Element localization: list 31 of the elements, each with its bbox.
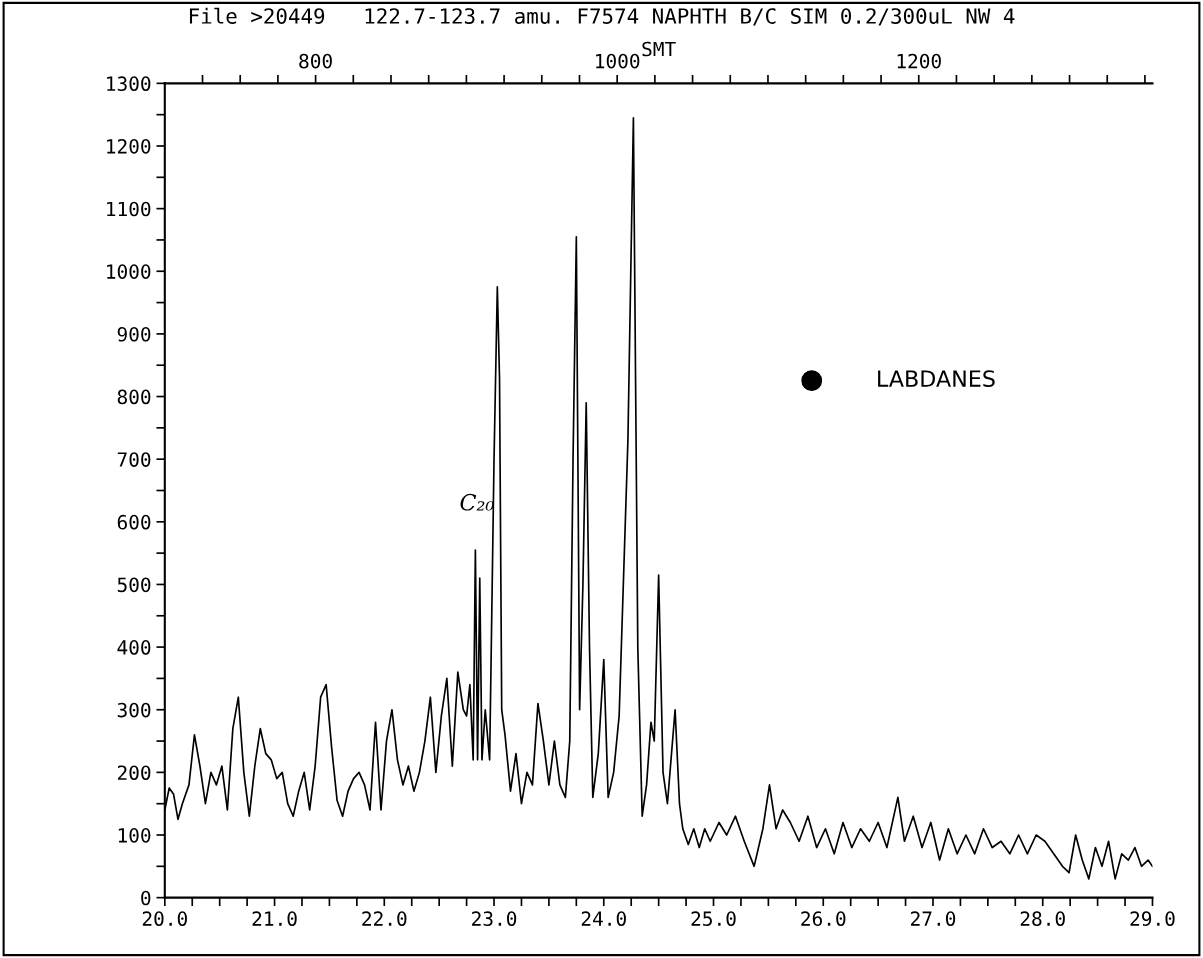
- y-tick-label: 300: [117, 702, 151, 718]
- x-tick-label: 27.0: [911, 911, 956, 926]
- x-tick-label: 20.0: [142, 911, 187, 926]
- x-tick-label: 26.0: [801, 911, 846, 926]
- y-tick-label: 0: [141, 890, 151, 906]
- y-tick-label: 800: [117, 389, 151, 405]
- y-tick-label: 600: [117, 514, 151, 530]
- annotation: C₂₀: [460, 493, 494, 511]
- y-tick-label: 200: [117, 765, 151, 781]
- x2-tick-label: 1200: [897, 53, 941, 69]
- y-tick-label: 400: [117, 640, 151, 655]
- x-tick-label: 29.0: [1130, 911, 1175, 926]
- x-tick-label: 28.0: [1020, 911, 1065, 926]
- x-tick-label: 23.0: [472, 911, 517, 926]
- x2-axis-title: SMT: [642, 41, 676, 57]
- chart-title: File >20449 122.7-123.7 amu. F7574 NAPHTH B/C SIM 0.2/300uL NW 4: [189, 7, 1015, 26]
- y-tick-label: 500: [117, 577, 151, 593]
- y-tick-label: 1300: [107, 76, 151, 92]
- annotation: LABDANES: [878, 370, 995, 388]
- x-tick-label: 22.0: [362, 911, 407, 926]
- y-tick-label: 1200: [107, 138, 151, 154]
- x-tick-label: 21.0: [252, 911, 297, 926]
- y-tick-label: 1000: [107, 264, 151, 279]
- x-tick-label: 24.0: [581, 911, 626, 926]
- x2-tick-label: 800: [299, 53, 332, 69]
- y-tick-label: 900: [117, 326, 151, 342]
- x-tick-label: 25.0: [691, 911, 736, 926]
- y-tick-label: 1100: [107, 201, 151, 217]
- y-tick-label: 100: [118, 828, 151, 843]
- y-tick-label: 700: [117, 452, 151, 467]
- x2-tick-label: 1000: [596, 53, 640, 69]
